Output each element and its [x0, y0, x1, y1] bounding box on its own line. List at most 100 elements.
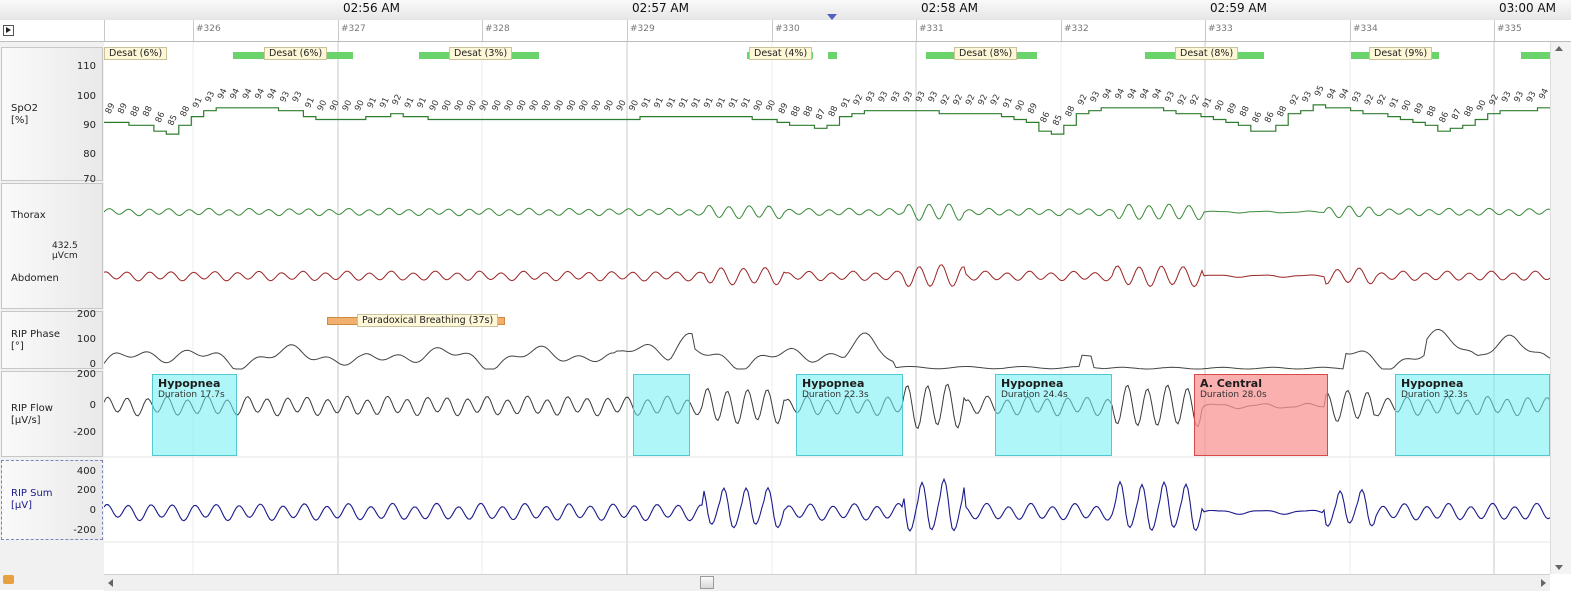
- channel-label-thorax-abdomen[interactable]: Thorax 432.5 µVcm Abdomen: [1, 183, 103, 309]
- event-duration: Duration 17.7s: [158, 390, 225, 400]
- desat-event-bar[interactable]: [828, 52, 837, 59]
- settings-icon[interactable]: [3, 575, 14, 584]
- horizontal-scrollbar[interactable]: [104, 574, 1550, 591]
- desat-tag-label[interactable]: Desat (8%): [1175, 47, 1239, 60]
- spo2-value-label: 91: [303, 96, 317, 110]
- event-duration: Duration 22.3s: [802, 390, 869, 400]
- epoch-label[interactable]: #330: [775, 24, 800, 34]
- y-tick: -200: [73, 525, 96, 536]
- channel-label-rip-flow[interactable]: RIP Flow [µV/s] 200 0 -200: [1, 369, 103, 457]
- scroll-left-icon[interactable]: [108, 579, 113, 587]
- epoch-label[interactable]: #332: [1064, 24, 1089, 34]
- epoch-label[interactable]: #334: [1353, 24, 1378, 34]
- channel-label-rip-phase[interactable]: RIP Phase [°] 200 100 0: [1, 309, 103, 370]
- event-duration: Duration 28.0s: [1200, 390, 1267, 400]
- expand-icon[interactable]: [3, 25, 14, 36]
- cursor-marker-icon[interactable]: [827, 14, 837, 20]
- central-apnea-event[interactable]: A. Central Duration 28.0s: [1194, 374, 1328, 456]
- epoch-label[interactable]: #331: [919, 24, 944, 34]
- spo2-value-label: 93: [291, 90, 305, 104]
- thorax-trace: [104, 203, 1550, 221]
- spo2-value-label: 90: [328, 99, 342, 113]
- spo2-value-label: 90: [578, 99, 592, 113]
- scroll-down-icon[interactable]: [1555, 565, 1563, 570]
- spo2-value-label: 91: [1001, 96, 1015, 110]
- channel-name: RIP Sum [µV]: [11, 488, 53, 511]
- spo2-value-label: 93: [864, 90, 878, 104]
- spo2-value-label: 91: [640, 96, 654, 110]
- spo2-value-label: 91: [839, 96, 853, 110]
- spo2-value-label: 88: [1276, 105, 1290, 119]
- epoch-label[interactable]: #328: [485, 24, 510, 34]
- spo2-value-label: 94: [1114, 87, 1128, 101]
- time-label: 03:00 AM: [1499, 1, 1556, 15]
- hypopnea-event[interactable]: [633, 374, 690, 456]
- desat-tag-label[interactable]: Desat (6%): [104, 47, 168, 60]
- epoch-label[interactable]: #326: [196, 24, 221, 34]
- hypopnea-event[interactable]: Hypopnea Duration 32.3s: [1395, 374, 1550, 456]
- epoch-label[interactable]: #327: [341, 24, 366, 34]
- spo2-value-label: 94: [1151, 87, 1165, 101]
- scroll-thumb[interactable]: [700, 576, 714, 589]
- spo2-value-label: 92: [1188, 93, 1202, 107]
- spo2-value-label: 89: [1413, 102, 1427, 116]
- desat-tag-label[interactable]: Desat (6%): [264, 47, 328, 60]
- hypopnea-event[interactable]: Hypopnea Duration 22.3s: [796, 374, 903, 456]
- epoch-gridlines: [192, 42, 1495, 574]
- spo2-value-label: 88: [827, 105, 841, 119]
- spo2-value-label: 90: [765, 99, 779, 113]
- spo2-value-label: 94: [1326, 87, 1340, 101]
- desat-tag-label[interactable]: Desat (9%): [1369, 47, 1433, 60]
- channel-label-spo2[interactable]: SpO2 [%] 110 100 90 80 70: [1, 47, 103, 185]
- channel-label-rip-sum[interactable]: RIP Sum [µV] 400 200 0 -200: [1, 460, 103, 540]
- spo2-value-label: 92: [989, 93, 1003, 107]
- spo2-value-label: 86: [154, 110, 168, 124]
- spo2-value-label: 85: [166, 113, 180, 127]
- spo2-value-label: 88: [141, 105, 155, 119]
- rip-sum-trace: [104, 477, 1550, 532]
- desat-event-bar[interactable]: [1521, 52, 1550, 59]
- hypopnea-event[interactable]: Hypopnea Duration 17.7s: [152, 374, 237, 456]
- spo2-value-label: 88: [179, 105, 193, 119]
- epoch-label[interactable]: #329: [630, 24, 655, 34]
- spo2-value-label: 94: [1338, 87, 1352, 101]
- spo2-value-label: 89: [116, 102, 130, 116]
- spo2-value-label: 88: [789, 105, 803, 119]
- spo2-value-label: 89: [1026, 102, 1040, 116]
- y-tick: 400: [76, 466, 96, 477]
- signal-plot-area[interactable]: 89 89 88 88 86 85 88 91 93 94 94 94 94 94 93 93 91 90 90 90…: [104, 42, 1550, 574]
- spo2-value-label: 94: [253, 87, 267, 101]
- vertical-scrollbar[interactable]: [1550, 42, 1571, 574]
- desat-tag-label[interactable]: Desat (3%): [449, 47, 513, 60]
- epoch-label[interactable]: #335: [1497, 24, 1522, 34]
- paradoxical-breathing-label[interactable]: Paradoxical Breathing (37s): [357, 314, 499, 327]
- hypopnea-event[interactable]: Hypopnea Duration 24.4s: [995, 374, 1112, 456]
- spo2-value-label: 90: [603, 99, 617, 113]
- spo2-value-label: 91: [378, 96, 392, 110]
- y-tick: 0: [89, 359, 96, 370]
- desat-tag-label[interactable]: Desat (8%): [954, 47, 1018, 60]
- spo2-value-label: 94: [229, 87, 243, 101]
- spo2-value-label: 93: [1163, 90, 1177, 104]
- scroll-right-icon[interactable]: [1541, 579, 1546, 587]
- channel-name: Abdomen: [11, 273, 59, 284]
- spo2-value-label: 93: [877, 90, 891, 104]
- spo2-value-label: 91: [191, 96, 205, 110]
- spo2-value-label: 92: [976, 93, 990, 107]
- spo2-value-label: 85: [1051, 113, 1065, 127]
- abdomen-trace: [104, 264, 1550, 288]
- spo2-value-label: 92: [1488, 93, 1502, 107]
- channel-name: SpO2 [%]: [11, 103, 38, 126]
- spo2-value-label: 88: [129, 105, 143, 119]
- scroll-up-icon[interactable]: [1555, 46, 1563, 51]
- spo2-value-label: 94: [266, 87, 280, 101]
- desat-tag-label[interactable]: Desat (4%): [749, 47, 813, 60]
- spo2-value-label: 92: [852, 93, 866, 107]
- spo2-value-label: 91: [403, 96, 417, 110]
- epoch-label[interactable]: #333: [1208, 24, 1233, 34]
- y-tick: -200: [73, 427, 96, 438]
- spo2-value-label: 90: [565, 99, 579, 113]
- spo2-value-label: 93: [204, 90, 218, 104]
- spo2-trace: [104, 104, 1550, 135]
- y-tick: 70: [83, 174, 96, 185]
